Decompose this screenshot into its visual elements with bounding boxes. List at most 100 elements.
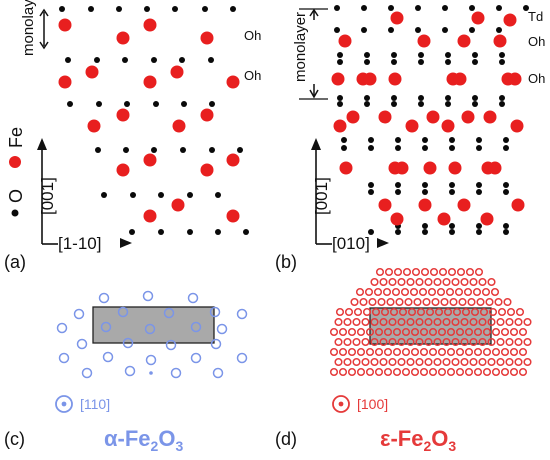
iron-atom-column	[392, 367, 402, 377]
panel-a-site-label-oh-2: Oh	[244, 68, 261, 83]
iron-atom	[418, 198, 432, 212]
iron-atom	[488, 161, 502, 175]
oxygen-atom	[153, 101, 159, 107]
oxygen-atom	[94, 57, 100, 63]
oxygen-atom	[449, 182, 455, 188]
iron-atom-column	[98, 292, 110, 304]
iron-atom-column	[400, 287, 410, 297]
panel-b-site-label-oh-2: Oh	[528, 71, 545, 86]
iron-atom	[378, 110, 392, 124]
iron-atom-column	[518, 327, 528, 337]
iron-atom-column	[446, 327, 456, 337]
oxygen-atom	[472, 59, 478, 65]
iron-atom-column	[505, 317, 514, 327]
iron-atom-column	[413, 297, 422, 307]
oxygen-atom	[472, 101, 478, 107]
iron-atom-column	[479, 307, 489, 317]
iron-atom-column	[451, 337, 460, 347]
iron-atom-column	[407, 307, 417, 317]
iron-atom-column	[397, 277, 406, 287]
oxygen-atom	[395, 229, 401, 235]
iron-atom-column	[209, 306, 221, 318]
iron-atom-column	[329, 347, 339, 357]
iron-atom-column	[433, 357, 442, 367]
panel-c-lattice	[56, 290, 248, 379]
oxygen-atom	[341, 145, 347, 151]
iron-atom-column	[406, 337, 415, 347]
iron-atom-column	[463, 287, 473, 297]
iron-atom-column	[124, 365, 136, 377]
iron-atom-column	[334, 337, 343, 347]
iron-atom	[441, 119, 455, 133]
iron-atom-column	[433, 317, 442, 327]
iron-atom-column	[359, 297, 368, 307]
iron-atom-column	[505, 357, 514, 367]
oxygen-atom	[472, 52, 478, 58]
legend-fe-label: Fe	[6, 127, 26, 148]
oxygen-atom	[209, 101, 215, 107]
iron-atom	[483, 110, 497, 124]
oxygen-atom	[368, 189, 374, 195]
iron-atom-column	[406, 277, 415, 287]
iron-atom	[87, 119, 101, 133]
iron-atom-column	[438, 267, 448, 277]
panel-a: monolayer Oh Oh Fe O [001] [1-10] (a)	[4, 0, 261, 272]
oxygen-atom	[237, 147, 243, 153]
iron-atom	[417, 34, 431, 48]
panel-c-title: α-Fe2O3	[104, 426, 183, 454]
oxygen-atom	[368, 137, 374, 143]
oxygen-atom	[503, 137, 509, 143]
iron-atom	[363, 72, 377, 86]
iron-atom-column	[410, 347, 420, 357]
iron-atom	[346, 110, 360, 124]
iron-atom-column	[523, 317, 532, 327]
iron-atom-column	[514, 337, 523, 347]
iron-atom-column	[470, 307, 480, 317]
iron-atom	[143, 153, 157, 167]
iron-atom-column	[437, 347, 447, 357]
iron-atom-column	[445, 287, 455, 297]
iron-atom-column	[442, 357, 451, 367]
oxygen-atom	[368, 229, 374, 235]
iron-atom-column	[473, 327, 483, 337]
iron-atom-column	[452, 307, 462, 317]
iron-atom-column	[375, 267, 385, 277]
oxygen-atom	[388, 27, 394, 33]
iron-atom-column	[509, 367, 519, 377]
iron-atom-column	[364, 287, 374, 297]
oxygen-atom	[445, 52, 451, 58]
iron-atom-column	[415, 277, 424, 287]
iron-atom-column	[482, 327, 492, 337]
iron-atom-column	[144, 323, 156, 335]
iron-atom-column	[497, 307, 507, 317]
iron-atom-column	[496, 337, 505, 347]
panel-a-monolayer-label: monolayer	[20, 0, 37, 56]
oxygen-atom	[442, 27, 448, 33]
iron-atom-column	[361, 337, 370, 347]
iron-atom-column	[58, 352, 70, 364]
oxygen-atom	[472, 95, 478, 101]
iron-atom	[457, 198, 471, 212]
iron-atom-column	[437, 327, 447, 337]
iron-atom-column	[428, 327, 438, 337]
iron-atom	[510, 119, 524, 133]
iron-atom-column	[411, 267, 421, 277]
iron-atom-column	[392, 347, 402, 357]
iron-atom-column	[506, 307, 516, 317]
iron-atom-column	[446, 347, 456, 357]
oxygen-atom	[180, 147, 186, 153]
iron-atom-column	[401, 327, 411, 337]
iron-atom-column	[505, 337, 514, 347]
oxygen-atom	[503, 223, 509, 229]
iron-atom-column	[142, 290, 154, 302]
legend-fe-marker	[9, 156, 21, 168]
oxygen-atom	[395, 182, 401, 188]
oxygen-atom	[503, 145, 509, 151]
iron-atom-column	[356, 347, 366, 357]
oxygen-atom	[391, 52, 397, 58]
iron-atom-column	[478, 277, 487, 287]
panel-b-axis-001: [001]	[312, 177, 331, 215]
iron-atom-column	[427, 287, 437, 297]
iron-atom	[339, 161, 353, 175]
iron-atom-column	[397, 317, 406, 327]
